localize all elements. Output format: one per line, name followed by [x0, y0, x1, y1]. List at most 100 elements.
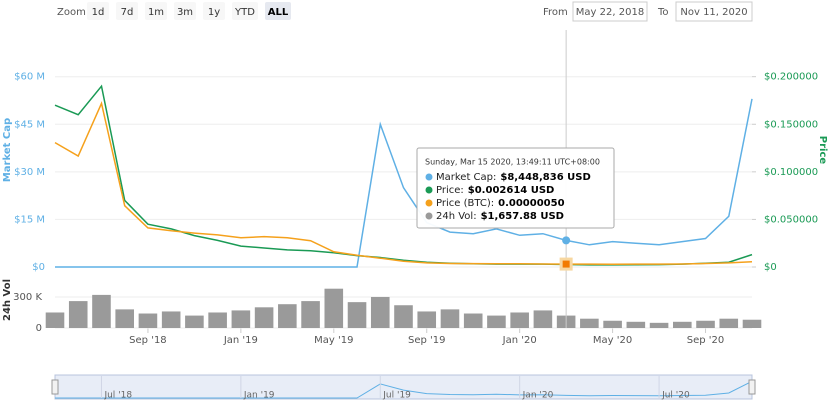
volume-bar — [603, 320, 622, 328]
tooltip-label: Price: — [436, 185, 464, 196]
tooltip-label: Price (BTC): — [436, 198, 494, 209]
y-tick-label: $60 M — [14, 72, 45, 83]
tooltip-title: Sunday, Mar 15 2020, 13:49:11 UTC+08:00 — [425, 158, 600, 167]
tooltip-value: $1,657.88 USD — [481, 211, 564, 222]
volume-bar — [254, 307, 274, 328]
y2-tick-label: $0.150000 — [764, 119, 818, 130]
navigator-line — [55, 380, 753, 399]
tooltip — [416, 147, 615, 229]
x-tick-label: Sep '20 — [687, 335, 725, 346]
to-date[interactable]: Nov 11, 2020 — [680, 7, 747, 18]
zoom-button[interactable] — [265, 2, 291, 20]
volume-bar — [533, 310, 553, 328]
zoom-label: Zoom — [57, 7, 86, 18]
volume-bar — [161, 311, 181, 328]
tooltip-value: 0.00000050 — [498, 198, 564, 209]
y-tick-label: $45 M — [14, 119, 45, 130]
volume-bar — [673, 321, 692, 328]
y2-tick-label: $0.100000 — [764, 167, 818, 178]
navigator-handle[interactable] — [748, 379, 756, 395]
volume-bar — [463, 313, 483, 328]
zoom-button[interactable] — [116, 2, 138, 20]
from-label: From — [543, 7, 568, 18]
volume-bar — [45, 312, 65, 328]
tooltip-value: $0.002614 USD — [468, 185, 555, 196]
zoom-button[interactable] — [174, 2, 196, 20]
y-tick-label: $15 M — [14, 214, 45, 225]
volume-bar — [649, 322, 669, 328]
x-tick-label: May '20 — [593, 335, 632, 346]
navigator-tick-label: Jan '20 — [522, 391, 554, 400]
volume-bar — [231, 310, 251, 328]
volume-bar — [696, 320, 715, 328]
x-tick-label: Jan '20 — [502, 335, 537, 346]
tooltip-dot — [425, 212, 433, 220]
y-tick-label: $30 M — [14, 167, 45, 178]
volume-bar — [370, 296, 390, 328]
series-line — [54, 101, 753, 265]
zoom-button[interactable] — [232, 2, 258, 20]
x-tick-label: May '19 — [314, 335, 353, 346]
volume-bar — [208, 312, 227, 328]
to-label: To — [657, 7, 669, 18]
zoom-button-label[interactable]: 1y — [208, 7, 220, 18]
volume-bar — [580, 318, 599, 328]
volume-bar — [719, 318, 739, 328]
tooltip-value: $8,448,836 USD — [500, 172, 590, 183]
tooltip-dot — [425, 173, 433, 181]
zoom-button-label[interactable]: ALL — [268, 7, 289, 18]
zoom-button-label[interactable]: 1m — [148, 7, 164, 18]
y2-axis-title: Price — [817, 136, 828, 165]
from-input[interactable] — [572, 1, 648, 22]
tooltip-label: 24h Vol: — [436, 211, 477, 222]
to-input[interactable] — [675, 1, 753, 22]
volume-bar — [347, 302, 367, 328]
zoom-button[interactable] — [145, 2, 167, 20]
volume-bar — [68, 301, 88, 328]
volume-bar — [301, 301, 320, 328]
volume-bar — [115, 309, 134, 328]
zoom-buttons: 1d 7d 1m 3m 1y YTD ALL — [87, 2, 291, 20]
x-tick-label: Sep '18 — [129, 335, 167, 346]
volume-bar — [394, 305, 413, 328]
volume-bar — [440, 309, 460, 328]
navigator-tick-label: Jul '20 — [661, 391, 690, 400]
volume-bar — [510, 312, 529, 328]
volume-bar — [742, 319, 762, 328]
hover-marker — [562, 236, 571, 245]
navigator-tick-label: Jul '19 — [382, 391, 411, 400]
zoom-button[interactable] — [203, 2, 225, 20]
volume-bar — [487, 315, 506, 328]
navigator-tick-label: Jul '18 — [103, 391, 132, 400]
zoom-button-label[interactable]: YTD — [234, 7, 255, 18]
volume-bar — [138, 313, 158, 328]
y2-tick-label: $0.200000 — [764, 72, 818, 83]
zoom-button-label[interactable]: 7d — [121, 7, 134, 18]
tooltip-label: Market Cap: — [436, 172, 496, 183]
y2-tick-label: $0.050000 — [764, 214, 818, 225]
from-date[interactable]: May 22, 2018 — [576, 7, 644, 18]
volume-tick-label: 300 K — [13, 292, 42, 303]
volume-axis-title: 24h Vol — [2, 279, 13, 321]
volume-bar — [92, 294, 111, 328]
volume-bar — [324, 288, 344, 328]
volume-bar — [417, 311, 437, 328]
volume-bar — [278, 304, 297, 328]
volume-bar — [185, 315, 204, 328]
x-tick-label: Jan '19 — [223, 335, 258, 346]
zoom-button-label[interactable]: 3m — [177, 7, 193, 18]
hover-marker — [559, 257, 573, 271]
volume-bar — [626, 321, 646, 328]
navigator-handle[interactable] — [51, 379, 59, 395]
navigator-tick-label: Jan '19 — [243, 391, 275, 400]
x-tick-label: Sep '19 — [408, 335, 446, 346]
y-tick-label: $0 — [32, 262, 45, 273]
zoom-button[interactable] — [87, 2, 109, 20]
tooltip-dot — [425, 186, 433, 194]
series-line — [55, 98, 753, 268]
tooltip-dot — [425, 199, 433, 207]
zoom-button-label[interactable]: 1d — [92, 7, 105, 18]
y-axis-title: Market Cap — [2, 118, 13, 182]
